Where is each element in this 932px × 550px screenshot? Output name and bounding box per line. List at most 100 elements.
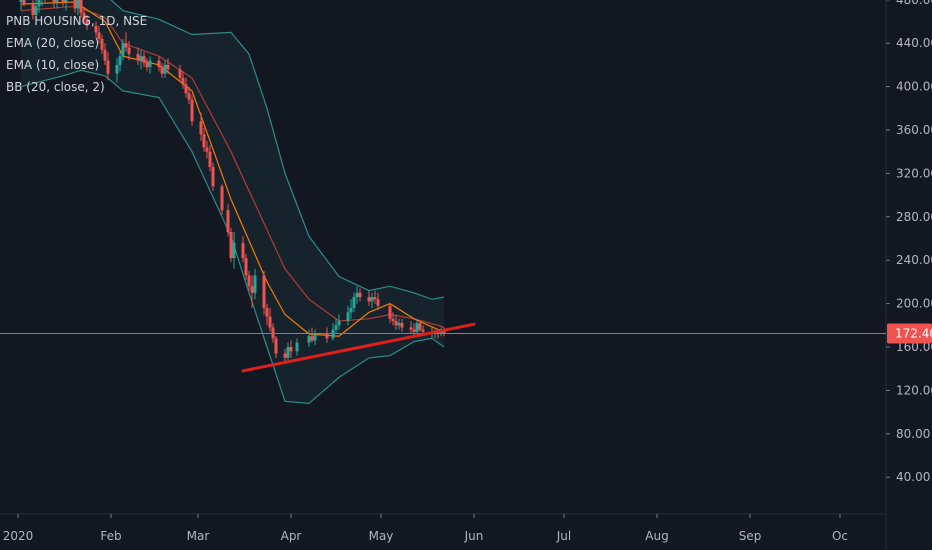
symbol-title[interactable]: PNB HOUSING, 1D, NSE [6, 14, 148, 28]
candle-body[interactable] [94, 25, 98, 33]
candle-body[interactable] [73, 0, 77, 9]
candle-body[interactable] [226, 210, 230, 232]
ema10-line [20, 1, 445, 337]
candle-body[interactable] [163, 64, 167, 74]
candle-body[interactable] [103, 49, 107, 61]
x-tick-label: Oc [832, 529, 848, 543]
candle-body[interactable] [97, 32, 101, 39]
candle-body[interactable] [187, 93, 191, 100]
candle-body[interactable] [34, 6, 38, 15]
candle-body[interactable] [358, 292, 362, 298]
candle-body[interactable] [127, 47, 131, 55]
candle-body[interactable] [184, 84, 188, 94]
candle-body[interactable] [391, 318, 395, 321]
candle-body[interactable] [100, 38, 104, 50]
candle-body[interactable] [241, 242, 245, 259]
candle-body[interactable] [388, 305, 392, 319]
y-tick-label: 200.00 [896, 297, 932, 311]
candle-body[interactable] [244, 258, 248, 276]
candle-body[interactable] [181, 77, 185, 85]
candle-body[interactable] [136, 54, 140, 61]
candle-body[interactable] [265, 307, 269, 317]
candle-body[interactable] [52, 0, 56, 2]
candle-body[interactable] [289, 347, 293, 352]
candle-body[interactable] [118, 56, 122, 65]
candle-body[interactable] [334, 325, 338, 330]
candle-body[interactable] [346, 312, 350, 321]
candle-body[interactable] [397, 323, 401, 326]
candle-body[interactable] [166, 64, 170, 70]
candle-body[interactable] [412, 329, 416, 332]
candle-body[interactable] [199, 121, 203, 135]
candle-body[interactable] [157, 60, 161, 68]
candle-body[interactable] [313, 333, 317, 341]
candle-body[interactable] [271, 327, 275, 339]
y-tick-label: 240.00 [896, 253, 932, 267]
candle-body[interactable] [232, 242, 236, 259]
legend-ema20[interactable]: EMA (20, close) [6, 36, 100, 50]
candle-body[interactable] [409, 327, 413, 330]
candle-body[interactable] [79, 0, 83, 13]
x-tick-label: Jun [464, 529, 484, 543]
candle-body[interactable] [115, 64, 119, 74]
candle-body[interactable] [376, 299, 380, 306]
candle-body[interactable] [208, 151, 212, 167]
candle-body[interactable] [373, 297, 377, 300]
candle-body[interactable] [337, 320, 341, 326]
candle-body[interactable] [370, 297, 374, 302]
bb-upper-line [110, 0, 445, 300]
candle-body[interactable] [421, 329, 425, 332]
candle-body[interactable] [415, 323, 419, 332]
candle-body[interactable] [19, 0, 23, 2]
candle-body[interactable] [76, 0, 80, 9]
candle-body[interactable] [190, 99, 194, 122]
candle-body[interactable] [220, 186, 224, 211]
candle-body[interactable] [124, 43, 128, 48]
candle-body[interactable] [394, 320, 398, 326]
legend-ema10[interactable]: EMA (10, close) [6, 58, 100, 72]
candle-body[interactable] [139, 56, 143, 61]
candle-body[interactable] [307, 336, 311, 343]
candle-body[interactable] [310, 336, 314, 341]
candle-body[interactable] [286, 347, 290, 358]
candle-body[interactable] [205, 147, 209, 152]
candle-body[interactable] [64, 0, 68, 2]
candle-body[interactable] [247, 275, 251, 287]
candle-body[interactable] [61, 0, 65, 2]
y-tick-label: 400.00 [896, 80, 932, 94]
candle-body[interactable] [229, 231, 233, 259]
candle-body[interactable] [178, 69, 182, 78]
candle-body[interactable] [283, 353, 287, 358]
candle-body[interactable] [355, 292, 359, 298]
candle-body[interactable] [418, 323, 422, 330]
candle-body[interactable] [55, 0, 59, 2]
candle-body[interactable] [352, 297, 356, 308]
candle-body[interactable] [211, 166, 215, 187]
candle-body[interactable] [85, 19, 89, 26]
candle-body[interactable] [142, 56, 146, 63]
candle-body[interactable] [82, 12, 86, 20]
legend-bb[interactable]: BB (20, close, 2) [6, 80, 105, 94]
trendline[interactable] [241, 322, 476, 373]
candle-body[interactable] [22, 0, 26, 5]
candle-body[interactable] [268, 316, 272, 328]
candle-body[interactable] [202, 134, 206, 148]
candle-body[interactable] [250, 286, 254, 293]
candle-body[interactable] [400, 323, 404, 328]
candle-body[interactable] [274, 338, 278, 354]
candle-body[interactable] [148, 60, 152, 68]
candle-body[interactable] [367, 297, 371, 302]
candle-body[interactable] [325, 333, 329, 339]
candle-body[interactable] [31, 4, 35, 15]
candle-body[interactable] [37, 0, 41, 7]
candle-body[interactable] [253, 275, 257, 293]
candle-body[interactable] [295, 342, 299, 352]
candle-body[interactable] [106, 60, 110, 74]
candle-body[interactable] [262, 275, 266, 308]
candle-body[interactable] [145, 62, 149, 68]
candle-body[interactable] [349, 307, 353, 313]
candle-body[interactable] [160, 67, 164, 74]
candle-body[interactable] [121, 43, 125, 57]
